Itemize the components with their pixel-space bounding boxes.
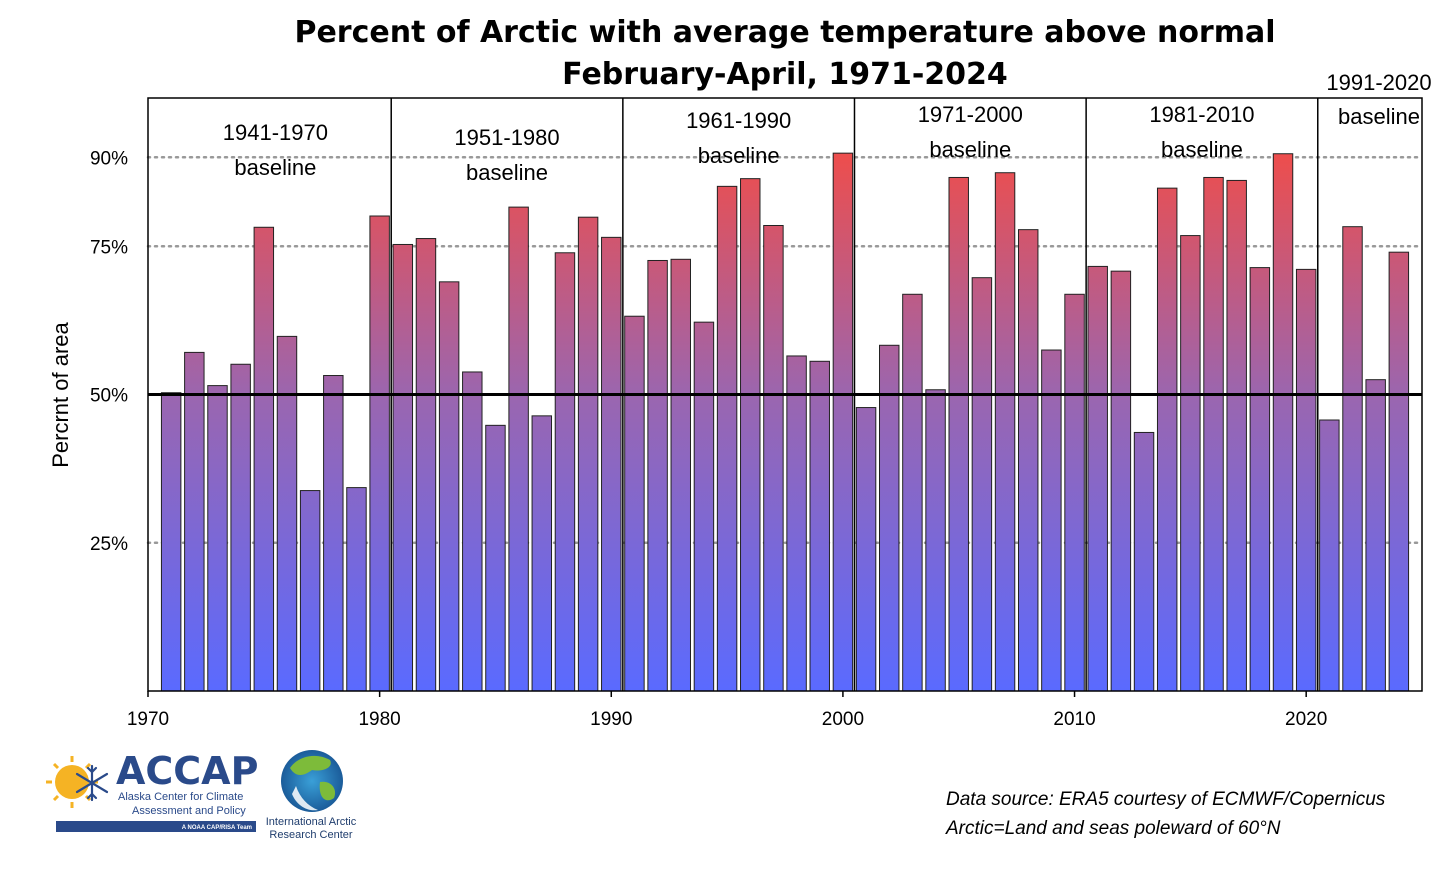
bar-2007 xyxy=(994,172,1016,692)
x-tick-label-1970: 1970 xyxy=(127,709,169,730)
bar-2021 xyxy=(1319,419,1340,692)
bar-1976 xyxy=(276,335,298,692)
bar-2017 xyxy=(1226,179,1247,692)
baseline-label-4-word: baseline xyxy=(929,137,1011,162)
y-axis-label: Percrnt of area xyxy=(48,321,73,467)
bar-1971 xyxy=(160,392,182,692)
bar-2004 xyxy=(925,389,946,692)
plot-frame xyxy=(147,97,1423,692)
bar-1977 xyxy=(299,490,321,692)
bar-2015 xyxy=(1180,235,1201,692)
snowflake-icon xyxy=(75,764,109,802)
bar-2013 xyxy=(1133,431,1155,692)
baseline-label-6-period: 1991-2020 xyxy=(1326,70,1431,95)
baseline-label-2-word: baseline xyxy=(466,160,548,185)
bar-1975 xyxy=(253,226,275,692)
baseline-label-3-period: 1961-1990 xyxy=(686,108,791,133)
bar-1998 xyxy=(786,355,807,692)
bar-2016 xyxy=(1203,176,1224,692)
x-tick-label-2000: 2000 xyxy=(822,709,864,730)
x-axis-ticks: 1970 1980 1990 2000 2010 2020 xyxy=(127,691,1327,730)
x-tick-label-2020: 2020 xyxy=(1285,709,1327,730)
bar-2022 xyxy=(1342,226,1363,692)
bar-1980 xyxy=(369,215,390,692)
region-definition-note: Arctic=Land and seas poleward of 60°N xyxy=(945,818,1281,839)
bar-2020 xyxy=(1295,268,1317,692)
bar-1973 xyxy=(207,385,228,692)
baseline-label-5-word: baseline xyxy=(1161,137,1243,162)
y-axis-ticks: 25% 50% 75% 90% xyxy=(90,148,128,554)
x-tick-label-1990: 1990 xyxy=(590,709,632,730)
y-tick-label-90: 90% xyxy=(90,148,128,169)
baseline-label-3-word: baseline xyxy=(698,143,780,168)
baseline-dividers xyxy=(390,98,1319,691)
bar-2023 xyxy=(1365,379,1386,692)
accap-logo: ACCAP Alaska Center for Climate Assessme… xyxy=(46,749,258,832)
bar-1985 xyxy=(485,424,506,692)
baseline-label-1-word: baseline xyxy=(234,155,316,180)
accap-name: ACCAP xyxy=(116,749,258,793)
bar-1987 xyxy=(531,415,553,692)
bar-1999 xyxy=(809,360,830,692)
bars xyxy=(160,152,1410,692)
chart-title: Percent of Arctic with average temperatu… xyxy=(294,15,1275,50)
bar-1972 xyxy=(184,351,205,692)
baseline-label-4-period: 1971-2000 xyxy=(918,102,1023,127)
data-source-note: Data source: ERA5 courtesy of ECMWF/Cope… xyxy=(946,789,1386,810)
bar-2002 xyxy=(879,344,900,692)
bar-2006 xyxy=(971,277,993,692)
bar-1995 xyxy=(716,185,738,692)
bar-1982 xyxy=(415,238,437,692)
baseline-label-1-period: 1941-1970 xyxy=(223,120,328,145)
bar-1991 xyxy=(624,315,645,692)
bar-1997 xyxy=(763,224,784,692)
bar-1992 xyxy=(647,259,668,692)
bar-2024 xyxy=(1388,251,1410,692)
bar-2011 xyxy=(1087,265,1108,692)
y-tick-label-75: 75% xyxy=(90,237,128,258)
bar-1978 xyxy=(323,375,344,692)
bar-2000 xyxy=(832,152,854,692)
y-tick-label-50: 50% xyxy=(90,386,128,407)
bar-2012 xyxy=(1110,270,1132,692)
bar-1990 xyxy=(601,236,622,692)
bar-2019 xyxy=(1272,153,1294,692)
bar-1988 xyxy=(554,252,576,692)
bar-1981 xyxy=(392,243,414,692)
iarc-line2: Research Center xyxy=(269,829,352,841)
bar-1996 xyxy=(740,178,761,692)
y-tick-label-25: 25% xyxy=(90,534,128,555)
bar-2005 xyxy=(948,176,969,692)
accap-tag: A NOAA CAP/RISA Team xyxy=(182,825,252,831)
bar-2009 xyxy=(1041,349,1062,692)
bar-1984 xyxy=(462,371,483,692)
bar-2010 xyxy=(1064,293,1085,692)
bar-1986 xyxy=(508,206,529,692)
bar-1983 xyxy=(438,281,460,692)
accap-line1: Alaska Center for Climate xyxy=(118,791,243,803)
baseline-label-6-word: baseline xyxy=(1338,104,1420,129)
chart-subtitle: February-April, 1971-2024 xyxy=(562,57,1008,92)
iarc-logo: International Arctic Research Center xyxy=(266,750,357,841)
x-tick-label-1980: 1980 xyxy=(358,709,400,730)
iarc-line1: International Arctic xyxy=(266,816,357,828)
bar-1974 xyxy=(230,363,251,692)
bar-2001 xyxy=(855,407,877,692)
bar-2018 xyxy=(1249,267,1271,692)
bar-1989 xyxy=(577,216,599,692)
bar-1993 xyxy=(670,258,691,692)
baseline-label-5-period: 1981-2010 xyxy=(1149,102,1254,127)
accap-line2: Assessment and Policy xyxy=(132,805,246,817)
baseline-label-2-period: 1951-1980 xyxy=(454,125,559,150)
x-tick-label-2010: 2010 xyxy=(1053,709,1095,730)
bar-2014 xyxy=(1156,187,1178,692)
bar-1994 xyxy=(693,321,715,692)
baseline-labels: 1941-1970 baseline 1951-1980 baseline 1961-1… xyxy=(223,70,1432,185)
bar-2003 xyxy=(902,293,923,692)
globe-icon xyxy=(281,750,343,812)
bar-2008 xyxy=(1017,229,1039,692)
bar-1979 xyxy=(346,487,367,692)
accap-tag-bar xyxy=(56,821,256,832)
